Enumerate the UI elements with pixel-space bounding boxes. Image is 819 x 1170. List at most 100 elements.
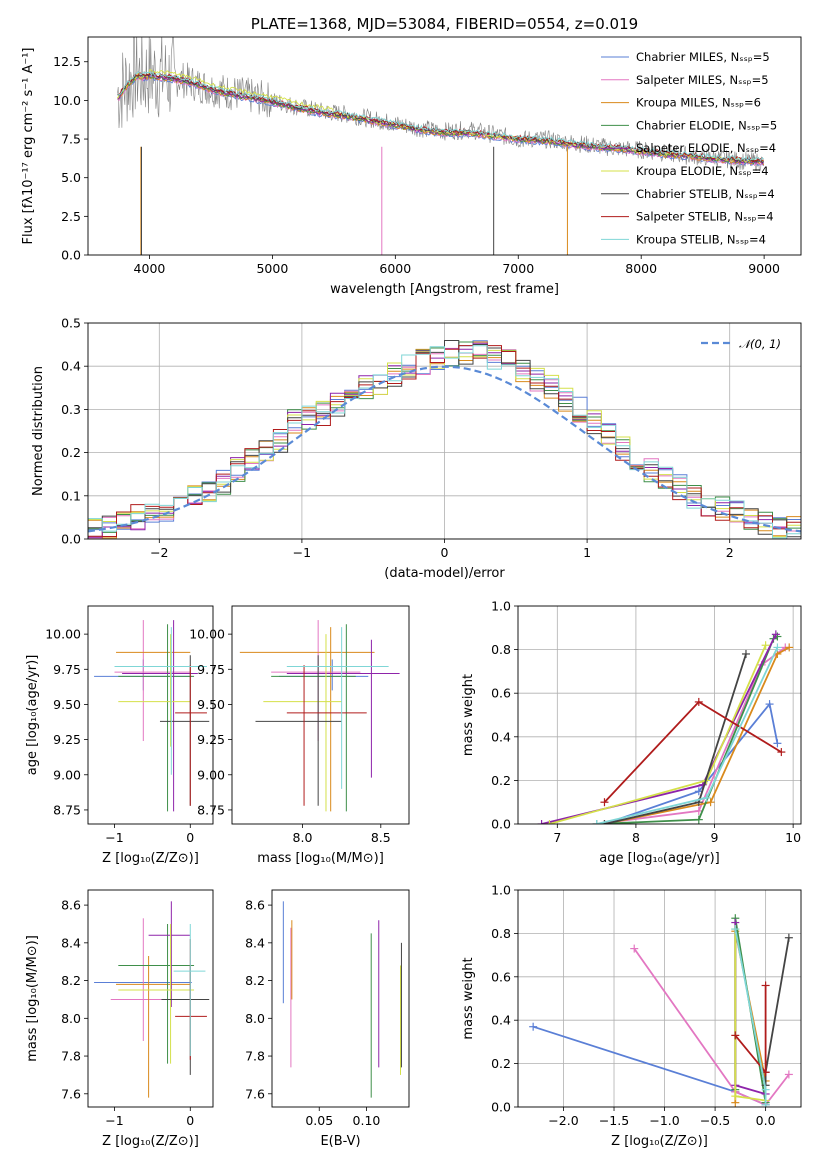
- y-tick-label: 0.8: [491, 642, 511, 657]
- legend-entry: 𝒩(0, 1): [739, 337, 781, 351]
- axes-frame: [517, 605, 802, 825]
- y-tick-label: 7.6: [61, 1086, 81, 1101]
- y-tick-label: 7.6: [245, 1086, 265, 1101]
- y-tick-label: 8.6: [61, 898, 81, 913]
- y-tick-label: 10.00: [45, 627, 81, 642]
- y-tick-label: 0.4: [491, 729, 511, 744]
- x-tick-label: 8: [632, 830, 640, 845]
- y-tick-label: 8.75: [197, 802, 225, 817]
- y-tick-label: 8.6: [245, 898, 265, 913]
- y-tick-label: 10.00: [189, 627, 225, 642]
- plot-area: [282, 901, 402, 1098]
- y-tick-label: 0.0: [61, 532, 81, 547]
- x-tick-label: 5000: [256, 261, 288, 276]
- y-tick-label: 8.0: [245, 1011, 265, 1026]
- y-tick-label: 9.75: [197, 662, 225, 677]
- histogram-step-8: [88, 345, 801, 539]
- y-tick-label: 8.0: [61, 1011, 81, 1026]
- y-tick-label: 0.6: [491, 969, 511, 984]
- x-tick-label: −1.5: [599, 1113, 629, 1128]
- data-line-4: [541, 633, 777, 824]
- y-tick-label: 5.0: [61, 170, 81, 185]
- legend-entry: Chabrier STELIB, Nₛₛₚ=4: [636, 187, 775, 201]
- y-tick-label: 9.50: [53, 697, 81, 712]
- y-tick-label: 0.0: [491, 1100, 511, 1115]
- x-tick-label: −1: [105, 830, 123, 845]
- y-tick-label: 0.4: [491, 1013, 511, 1028]
- y-tick-label: 9.50: [197, 697, 225, 712]
- x-tick-label: 0.0: [756, 1113, 776, 1128]
- y-tick-label: 7.8: [245, 1049, 265, 1064]
- x-tick-label: 8.5: [371, 830, 391, 845]
- y-axis-label: Flux [fλ10⁻¹⁷ erg cm⁻² s⁻¹ A⁻¹]: [21, 48, 36, 245]
- legend-entry: Chabrier MILES, Nₛₛₚ=5: [636, 50, 770, 64]
- y-tick-label: 0.8: [491, 926, 511, 941]
- y-tick-label: 8.2: [61, 973, 81, 988]
- x-tick-label: 2: [726, 545, 734, 560]
- y-tick-label: 1.0: [491, 883, 511, 898]
- legend-entry: Kroupa STELIB, Nₛₛₚ=4: [636, 232, 766, 246]
- y-tick-label: 0.2: [61, 445, 81, 460]
- y-tick-label: 0.2: [491, 773, 511, 788]
- axes-frame: [231, 605, 410, 825]
- chart-title: PLATE=1368, MJD=53084, FIBERID=0554, z=0…: [251, 15, 638, 33]
- y-axis-label: mass [log₁₀(M/M⊙)]: [25, 935, 40, 1062]
- y-axis-label: mass weight: [461, 957, 476, 1039]
- axes-frame: [87, 605, 214, 825]
- y-axis-label: Normed distribution: [31, 366, 46, 496]
- y-tick-label: 9.75: [53, 662, 81, 677]
- y-tick-label: 0.0: [491, 817, 511, 832]
- y-tick-label: 8.2: [245, 973, 265, 988]
- x-tick-label: 0: [186, 1113, 194, 1128]
- x-tick-label: 0: [186, 830, 194, 845]
- x-tick-label: −2.0: [548, 1113, 578, 1128]
- x-tick-label: −1: [105, 1113, 123, 1128]
- axes-frame: [87, 889, 214, 1108]
- axes-frame: [87, 322, 802, 540]
- plot-area: [117, 37, 765, 255]
- data-line-gaussian: [88, 365, 801, 533]
- x-axis-label: mass [log₁₀(M/M⊙)]: [257, 851, 384, 866]
- panel-age-vs-mass: 8.0 8.5 8.75 9.00 9.25 9.50 9.75 10.00 mass [log…: [189, 605, 410, 866]
- x-tick-label: 8000: [625, 261, 657, 276]
- data-line-data: [117, 37, 764, 172]
- x-tick-label: −2: [150, 545, 168, 560]
- panel-mass-vs-EBV: 0.05 0.10 7.6 7.8 8.0 8.2 8.4 8.6 E(B-V): [245, 889, 410, 1149]
- y-tick-label: 0.6: [491, 686, 511, 701]
- y-tick-label: 9.00: [53, 767, 81, 782]
- y-tick-label: 8.4: [245, 935, 265, 950]
- y-tick-label: 0.1: [61, 488, 81, 503]
- y-tick-label: 12.5: [53, 54, 81, 69]
- axes-frame: [271, 889, 410, 1108]
- y-tick-label: 9.25: [197, 732, 225, 747]
- x-axis-label: wavelength [Angstrom, rest frame]: [330, 282, 559, 297]
- x-axis-label: E(B-V): [320, 1134, 360, 1149]
- y-tick-label: 0.5: [61, 316, 81, 331]
- x-tick-label: −1: [293, 545, 311, 560]
- plot-area: [518, 890, 801, 1107]
- y-tick-label: 2.5: [61, 209, 81, 224]
- plot-area: [239, 620, 400, 812]
- x-tick-label: 10: [785, 830, 801, 845]
- panel-mass-vs-Z: −1 0 7.6 7.8 8.0 8.2 8.4 8.6 Z [log₁₀(Z/Z⊙)] mass…: [25, 889, 214, 1149]
- panel-weight-vs-age: 7 8 9 10 0.0 0.2 0.4 0.6 0.8 1.0 age [log₁₀(age/yr…: [461, 599, 802, 866]
- y-tick-label: 10.0: [53, 93, 81, 108]
- legend-entry: Chabrier ELODIE, Nₛₛₚ=5: [636, 118, 777, 132]
- legend-entry: Salpeter STELIB, Nₛₛₚ=4: [636, 210, 774, 224]
- x-tick-label: 0.05: [305, 1113, 333, 1128]
- y-tick-label: 0.3: [61, 402, 81, 417]
- x-axis-label: (data-model)/error: [384, 566, 505, 581]
- plot-area: [88, 323, 801, 539]
- x-tick-label: 6000: [379, 261, 411, 276]
- y-axis-label: mass weight: [461, 674, 476, 756]
- x-axis-label: Z [log₁₀(Z/Z⊙)]: [611, 1134, 708, 1149]
- y-tick-label: 8.75: [53, 802, 81, 817]
- x-tick-label: 7: [553, 830, 561, 845]
- x-axis-label: Z [log₁₀(Z/Z⊙)]: [102, 1134, 199, 1149]
- x-tick-label: 9000: [748, 261, 780, 276]
- data-line-6: [764, 937, 790, 1086]
- legend-entry: Kroupa MILES, Nₛₛₚ=6: [636, 96, 761, 110]
- legend-entry: Salpeter ELODIE, Nₛₛₚ=4: [636, 141, 776, 155]
- panel-age-vs-Z: −1 0 8.75 9.00 9.25 9.50 9.75 10.00 Z [log₁₀(Z/Z…: [25, 605, 214, 866]
- y-tick-label: 7.5: [61, 132, 81, 147]
